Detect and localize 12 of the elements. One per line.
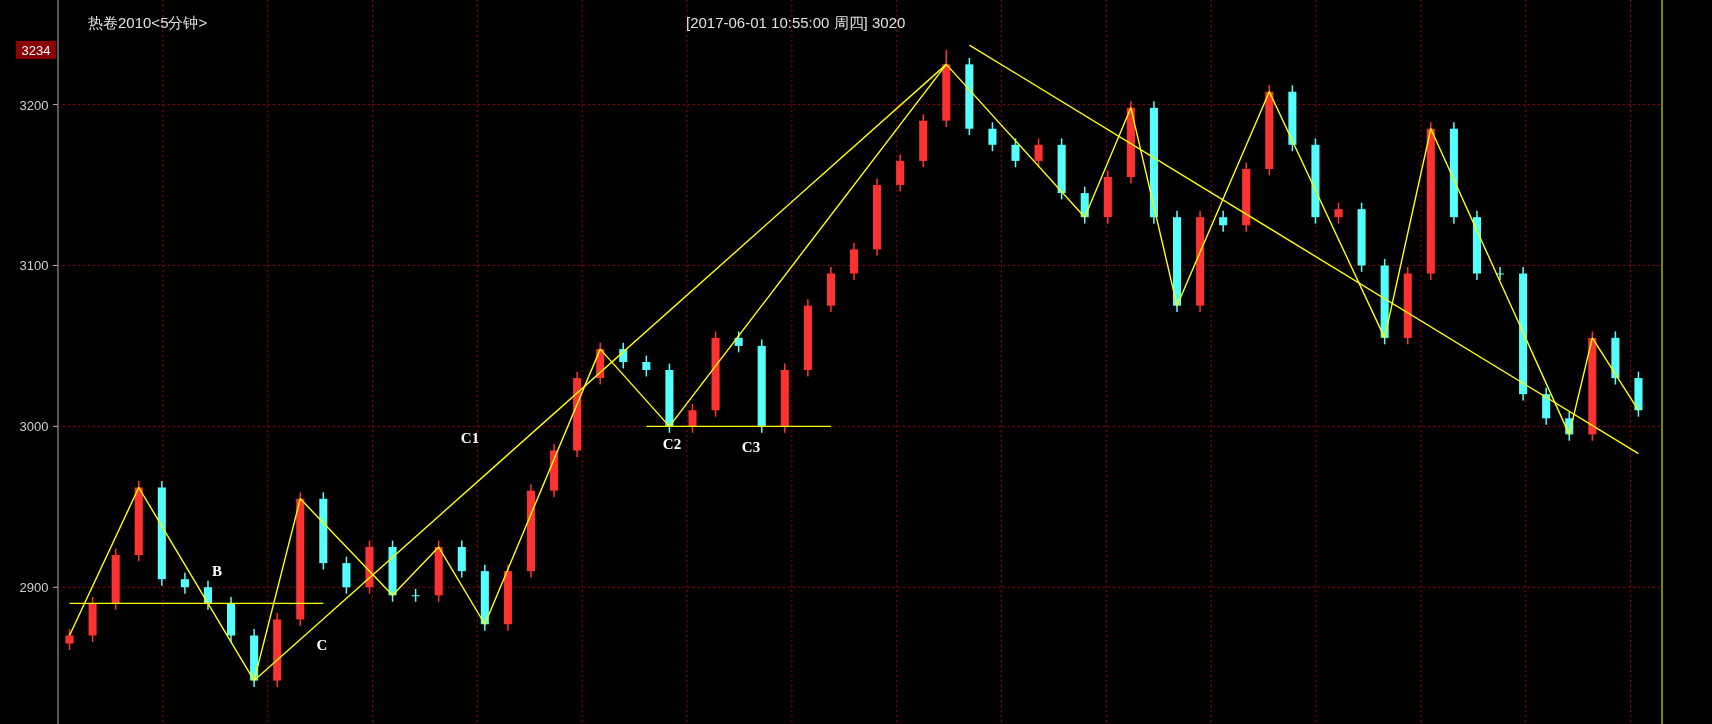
y-tick-label: 3200 (19, 97, 49, 113)
y-tick-label: 3100 (19, 258, 49, 274)
y-tick-label: 3000 (19, 419, 49, 435)
annotation: C (316, 637, 328, 653)
annotation: C3 (741, 439, 761, 455)
annotation: C1 (460, 430, 480, 446)
text: [2017-06-01 10:55:00 周四] 3020 (686, 14, 906, 31)
annotation: B (211, 563, 223, 579)
annotation: C2 (662, 436, 682, 452)
y-tick-label: 2900 (19, 580, 49, 596)
y-tick-label: 3234 (21, 42, 51, 58)
text: 热卷2010<5分钟> (88, 14, 208, 31)
